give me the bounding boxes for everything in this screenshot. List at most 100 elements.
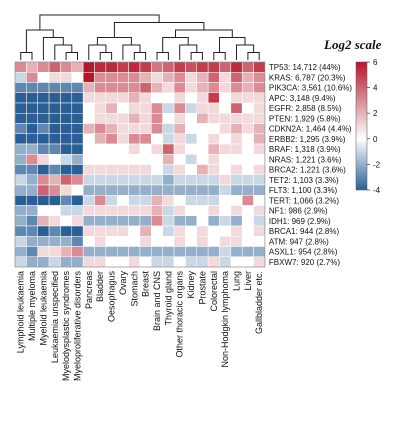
heatmap-cell (128, 174, 141, 186)
heatmap-cell (139, 143, 152, 155)
heatmap-cell (253, 184, 266, 196)
column-label: Leukaemia unspecified (50, 271, 60, 363)
heatmap-cell (230, 92, 243, 104)
row-label: TET2: 1,103 (3.3%) (269, 176, 339, 185)
heatmap-cell (162, 236, 175, 247)
heatmap-cell (151, 82, 163, 93)
heatmap-cell (116, 113, 129, 124)
heatmap-cell (185, 164, 198, 175)
heatmap-cell (60, 123, 73, 134)
heatmap-cell (116, 133, 129, 145)
heatmap-cell (241, 82, 254, 93)
heatmap-cell (94, 102, 107, 114)
heatmap-cell (241, 215, 254, 227)
heatmap-cell (230, 225, 243, 237)
heatmap-cell (128, 143, 141, 155)
heatmap-cell (71, 82, 84, 93)
heatmap-cell (14, 205, 27, 216)
heatmap-cell (116, 92, 129, 104)
heatmap-cell (173, 215, 186, 227)
heatmap-cell (151, 215, 163, 227)
heatmap-cell (71, 143, 84, 155)
heatmap-cell (128, 256, 141, 268)
heatmap-cell (139, 205, 152, 216)
heatmap-cell (151, 72, 163, 83)
colorbar-tick-label: 4 (373, 84, 378, 93)
heatmap-cell (219, 143, 232, 155)
heatmap-cell (253, 174, 266, 186)
heatmap-cell (14, 164, 27, 175)
heatmap-cell (48, 236, 61, 247)
heatmap-cell (82, 72, 95, 83)
heatmap-cell (162, 154, 175, 165)
heatmap-cell (207, 92, 220, 104)
heatmap-cell (219, 133, 232, 145)
heatmap-cell (196, 61, 209, 73)
heatmap-cell (37, 82, 50, 93)
heatmap-cell (253, 164, 266, 175)
heatmap-cell (139, 92, 152, 104)
heatmap-cell (37, 215, 50, 227)
heatmap-cell (71, 174, 84, 186)
heatmap-cell (253, 195, 266, 206)
heatmap-cell (14, 82, 27, 93)
heatmap-cell (48, 174, 61, 186)
heatmap-cell (14, 215, 27, 227)
heatmap-cell (37, 123, 50, 134)
heatmap-cell (230, 143, 243, 155)
heatmap-cell (196, 143, 209, 155)
heatmap-cell (173, 123, 186, 134)
heatmap-cell (196, 123, 209, 134)
heatmap-cell (14, 143, 27, 155)
heatmap-cell (230, 184, 243, 196)
heatmap-cell (207, 256, 220, 268)
heatmap-cell (151, 174, 163, 186)
heatmap-cell (151, 236, 163, 247)
heatmap-cell (253, 102, 266, 114)
heatmap-cell (173, 102, 186, 114)
heatmap-cell (241, 246, 254, 257)
heatmap-cell (48, 225, 61, 237)
heatmap-cell (241, 205, 254, 216)
heatmap-cell (139, 236, 152, 247)
heatmap-cell (196, 195, 209, 206)
column-label: Colorectal (209, 271, 219, 312)
heatmap-cell (116, 215, 129, 227)
heatmap-cell (162, 256, 175, 268)
heatmap-cell (26, 195, 38, 206)
heatmap-cell (105, 236, 118, 247)
heatmap-cell (139, 164, 152, 175)
heatmap-cell (71, 164, 84, 175)
dendrogram-branch (213, 52, 226, 60)
heatmap-cell (82, 205, 95, 216)
heatmap-cell (105, 256, 118, 268)
heatmap-cell (139, 225, 152, 237)
heatmap-cell (94, 154, 107, 165)
heatmap-cell (48, 82, 61, 93)
heatmap-cell (48, 113, 61, 124)
heatmap-cell (14, 92, 27, 104)
heatmap-cell (162, 61, 175, 73)
heatmap-cell (71, 61, 84, 73)
heatmap-cell (14, 236, 27, 247)
heatmap-cell (105, 133, 118, 145)
dendrogram-branch (39, 14, 160, 30)
heatmap-cell (71, 184, 84, 196)
heatmap-cell (82, 164, 95, 175)
heatmap-cell (185, 184, 198, 196)
heatmap-cell (37, 72, 50, 83)
heatmap-cell (105, 215, 118, 227)
heatmap-cell (48, 72, 61, 83)
heatmap-cell (139, 215, 152, 227)
heatmap-cell (71, 236, 84, 247)
heatmap-cell (14, 123, 27, 134)
heatmap-cell (230, 102, 243, 114)
heatmap-cell (48, 123, 61, 134)
heatmap-cell (162, 164, 175, 175)
heatmap-cell (241, 61, 254, 73)
heatmap-cell (162, 133, 175, 145)
heatmap-cell (37, 113, 50, 124)
heatmap-cell (196, 246, 209, 257)
heatmap-cell (116, 164, 129, 175)
